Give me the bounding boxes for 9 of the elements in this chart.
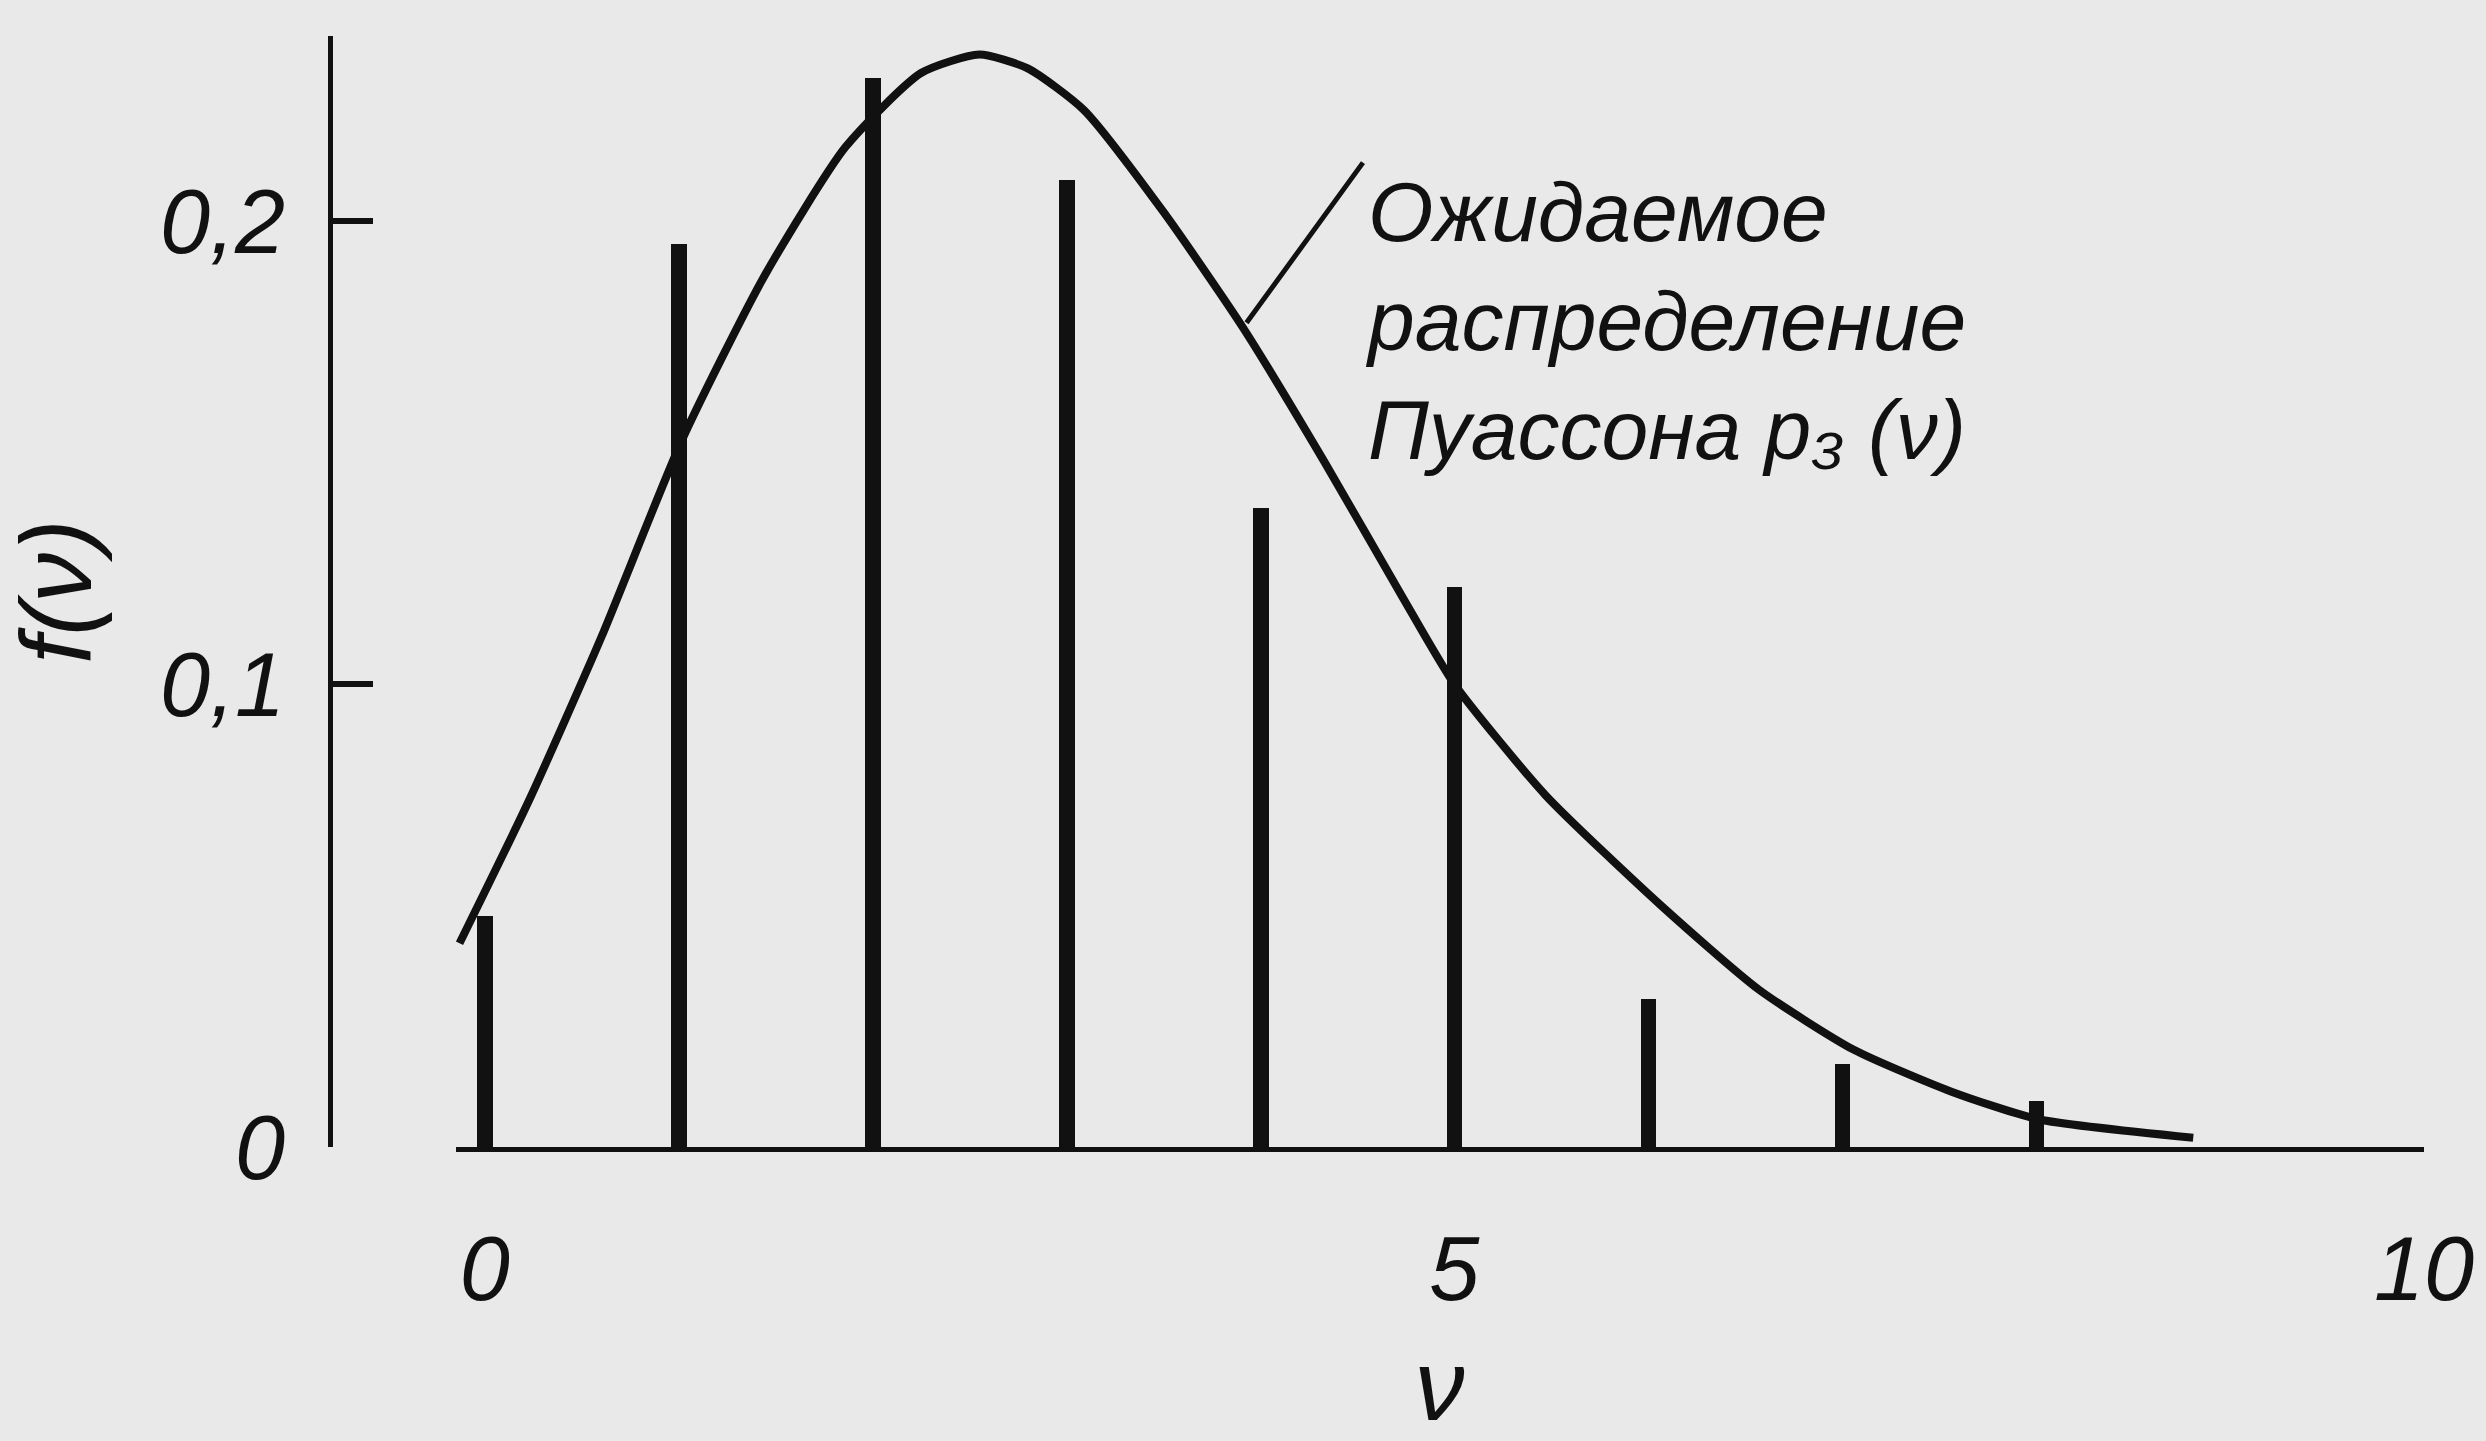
x-tick-label: 0 (459, 1219, 510, 1319)
x-tick-label: 5 (1429, 1219, 1481, 1319)
y-tick-label: 0 (234, 1097, 285, 1198)
y-axis-title: f(ν) (0, 519, 112, 664)
annotation: Ожидаемое распределение Пуассона p₃ (ν) (1365, 165, 1967, 478)
x-tick-label: 10 (2373, 1219, 2475, 1319)
x-axis-title: ν (1414, 1329, 1465, 1441)
y-tick-label: 0,2 (159, 171, 285, 272)
y-tick-label: 0,1 (159, 634, 285, 735)
